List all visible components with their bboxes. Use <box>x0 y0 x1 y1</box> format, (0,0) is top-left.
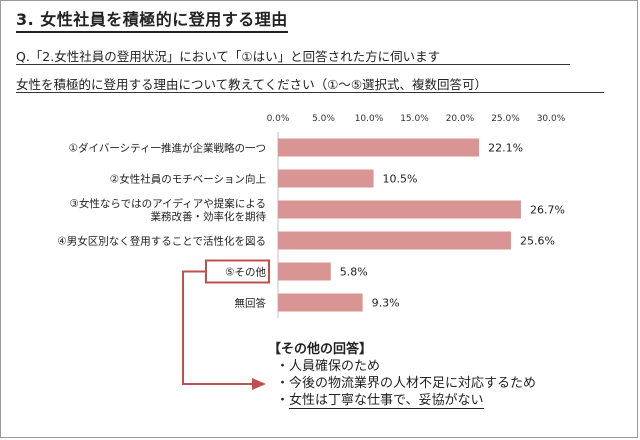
question-underline-1 <box>16 64 570 65</box>
question-line-1: Q.「2.女性社員の登用状況」において「①はい」と回答された方に伺います <box>16 49 441 64</box>
category-label: 無回答 <box>235 297 267 310</box>
bar <box>278 138 480 157</box>
category-label: ③女性ならではのアイディアや提案による <box>69 197 266 210</box>
category-label: ②女性社員のモチベーション向上 <box>110 173 266 186</box>
category-label: ①ダイバーシティ一推進が企業戦略の一つ <box>69 142 266 155</box>
others-item: 今後の物流業界の人材不足に対応するため <box>276 375 536 392</box>
arrow-head-icon <box>252 378 266 390</box>
data-label: 26.7% <box>530 204 565 217</box>
bar <box>278 293 363 312</box>
others-item: 人員確保のため <box>276 358 536 375</box>
x-tick-label: 15.0% <box>400 114 429 124</box>
x-tick-label: 0.0% <box>267 114 290 124</box>
others-item: 女性は丁寧な仕事で、妥協がない <box>276 392 536 409</box>
x-tick-label: 10.0% <box>355 114 384 124</box>
category-label: 業務改善・効率化を期待 <box>151 210 267 223</box>
category-label: ⑤その他 <box>225 266 266 279</box>
others-title: 【その他の回答】 <box>268 342 373 357</box>
category-label: ④男女区別なく登用することで活性化を図る <box>57 235 266 248</box>
others-list: 人員確保のため 今後の物流業界の人材不足に対応するため 女性は丁寧な仕事で、妥協… <box>276 358 536 409</box>
question-line-2: 女性を積極的に登用する理由について教えてください（①～⑤選択式、複数回答可） <box>16 77 488 92</box>
bar <box>278 231 511 250</box>
highlight-connector <box>182 270 254 385</box>
bar <box>278 262 331 281</box>
data-label: 10.5% <box>383 173 418 186</box>
x-tick-label: 30.0% <box>537 114 566 124</box>
question-underline-2 <box>16 92 604 93</box>
page-title: 3. 女性社員を積極的に登用する理由 <box>16 6 288 33</box>
data-label: 25.6% <box>520 235 555 248</box>
data-label: 22.1% <box>488 142 523 155</box>
x-tick-label: 20.0% <box>446 114 475 124</box>
bar <box>278 169 374 188</box>
x-tick-label: 25.0% <box>491 114 520 124</box>
data-label: 9.3% <box>372 297 400 310</box>
x-tick-label: 5.0% <box>312 114 335 124</box>
bar <box>278 200 521 219</box>
data-label: 5.8% <box>340 266 368 279</box>
